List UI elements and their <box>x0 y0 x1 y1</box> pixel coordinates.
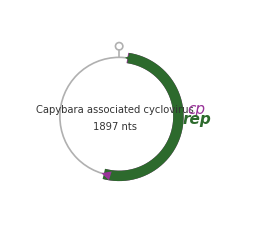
Text: rep: rep <box>182 112 211 127</box>
Text: cp: cp <box>188 102 205 117</box>
Text: 1897 nts: 1897 nts <box>93 122 137 132</box>
Text: Capybara associated cyclovirus: Capybara associated cyclovirus <box>36 105 194 115</box>
